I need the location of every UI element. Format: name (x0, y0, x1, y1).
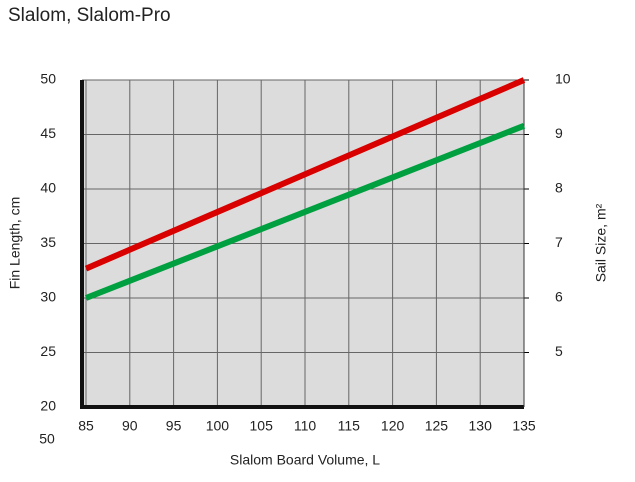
y2-tick-label: 6 (555, 289, 563, 305)
x-axis-label: Slalom Board Volume, L (230, 452, 380, 468)
x-tick-label: 90 (122, 418, 138, 434)
series-line (84, 77, 526, 272)
x-tick-label: 125 (425, 418, 449, 434)
x-tick-label: 110 (294, 418, 317, 434)
y2-tick-label: 9 (555, 125, 563, 141)
y-tick-label: 45 (40, 125, 56, 141)
x-tick-label: 130 (469, 418, 493, 434)
x-tick-label: 135 (512, 418, 536, 434)
y-tick-label: 25 (40, 343, 56, 359)
y-tick-label: 50 (40, 71, 56, 87)
x-tick-label: 95 (166, 418, 182, 434)
y2-tick-label: 5 (555, 343, 563, 359)
y2-axis-label: Sail Size, m² (593, 203, 609, 282)
y-tick-label: 40 (40, 180, 56, 196)
y-tick-label: 20 (40, 398, 56, 414)
x-tick-label: 100 (206, 418, 230, 434)
x-tick-label: 120 (381, 418, 405, 434)
annotation: 50 (39, 431, 55, 447)
y-tick-label: 35 (40, 234, 56, 250)
y-axis-label: Fin Length, cm (7, 197, 23, 290)
series-line (84, 122, 526, 301)
x-tick-label: 115 (338, 418, 361, 434)
y-tick-label: 30 (40, 289, 56, 305)
y2-tick-label: 8 (555, 180, 563, 196)
y2-tick-label: 7 (555, 234, 563, 250)
x-tick-label: 105 (250, 418, 274, 434)
x-tick-label: 85 (78, 418, 94, 434)
chart-title: Slalom, Slalom-Pro (8, 5, 171, 26)
y2-tick-label: 10 (555, 71, 571, 87)
